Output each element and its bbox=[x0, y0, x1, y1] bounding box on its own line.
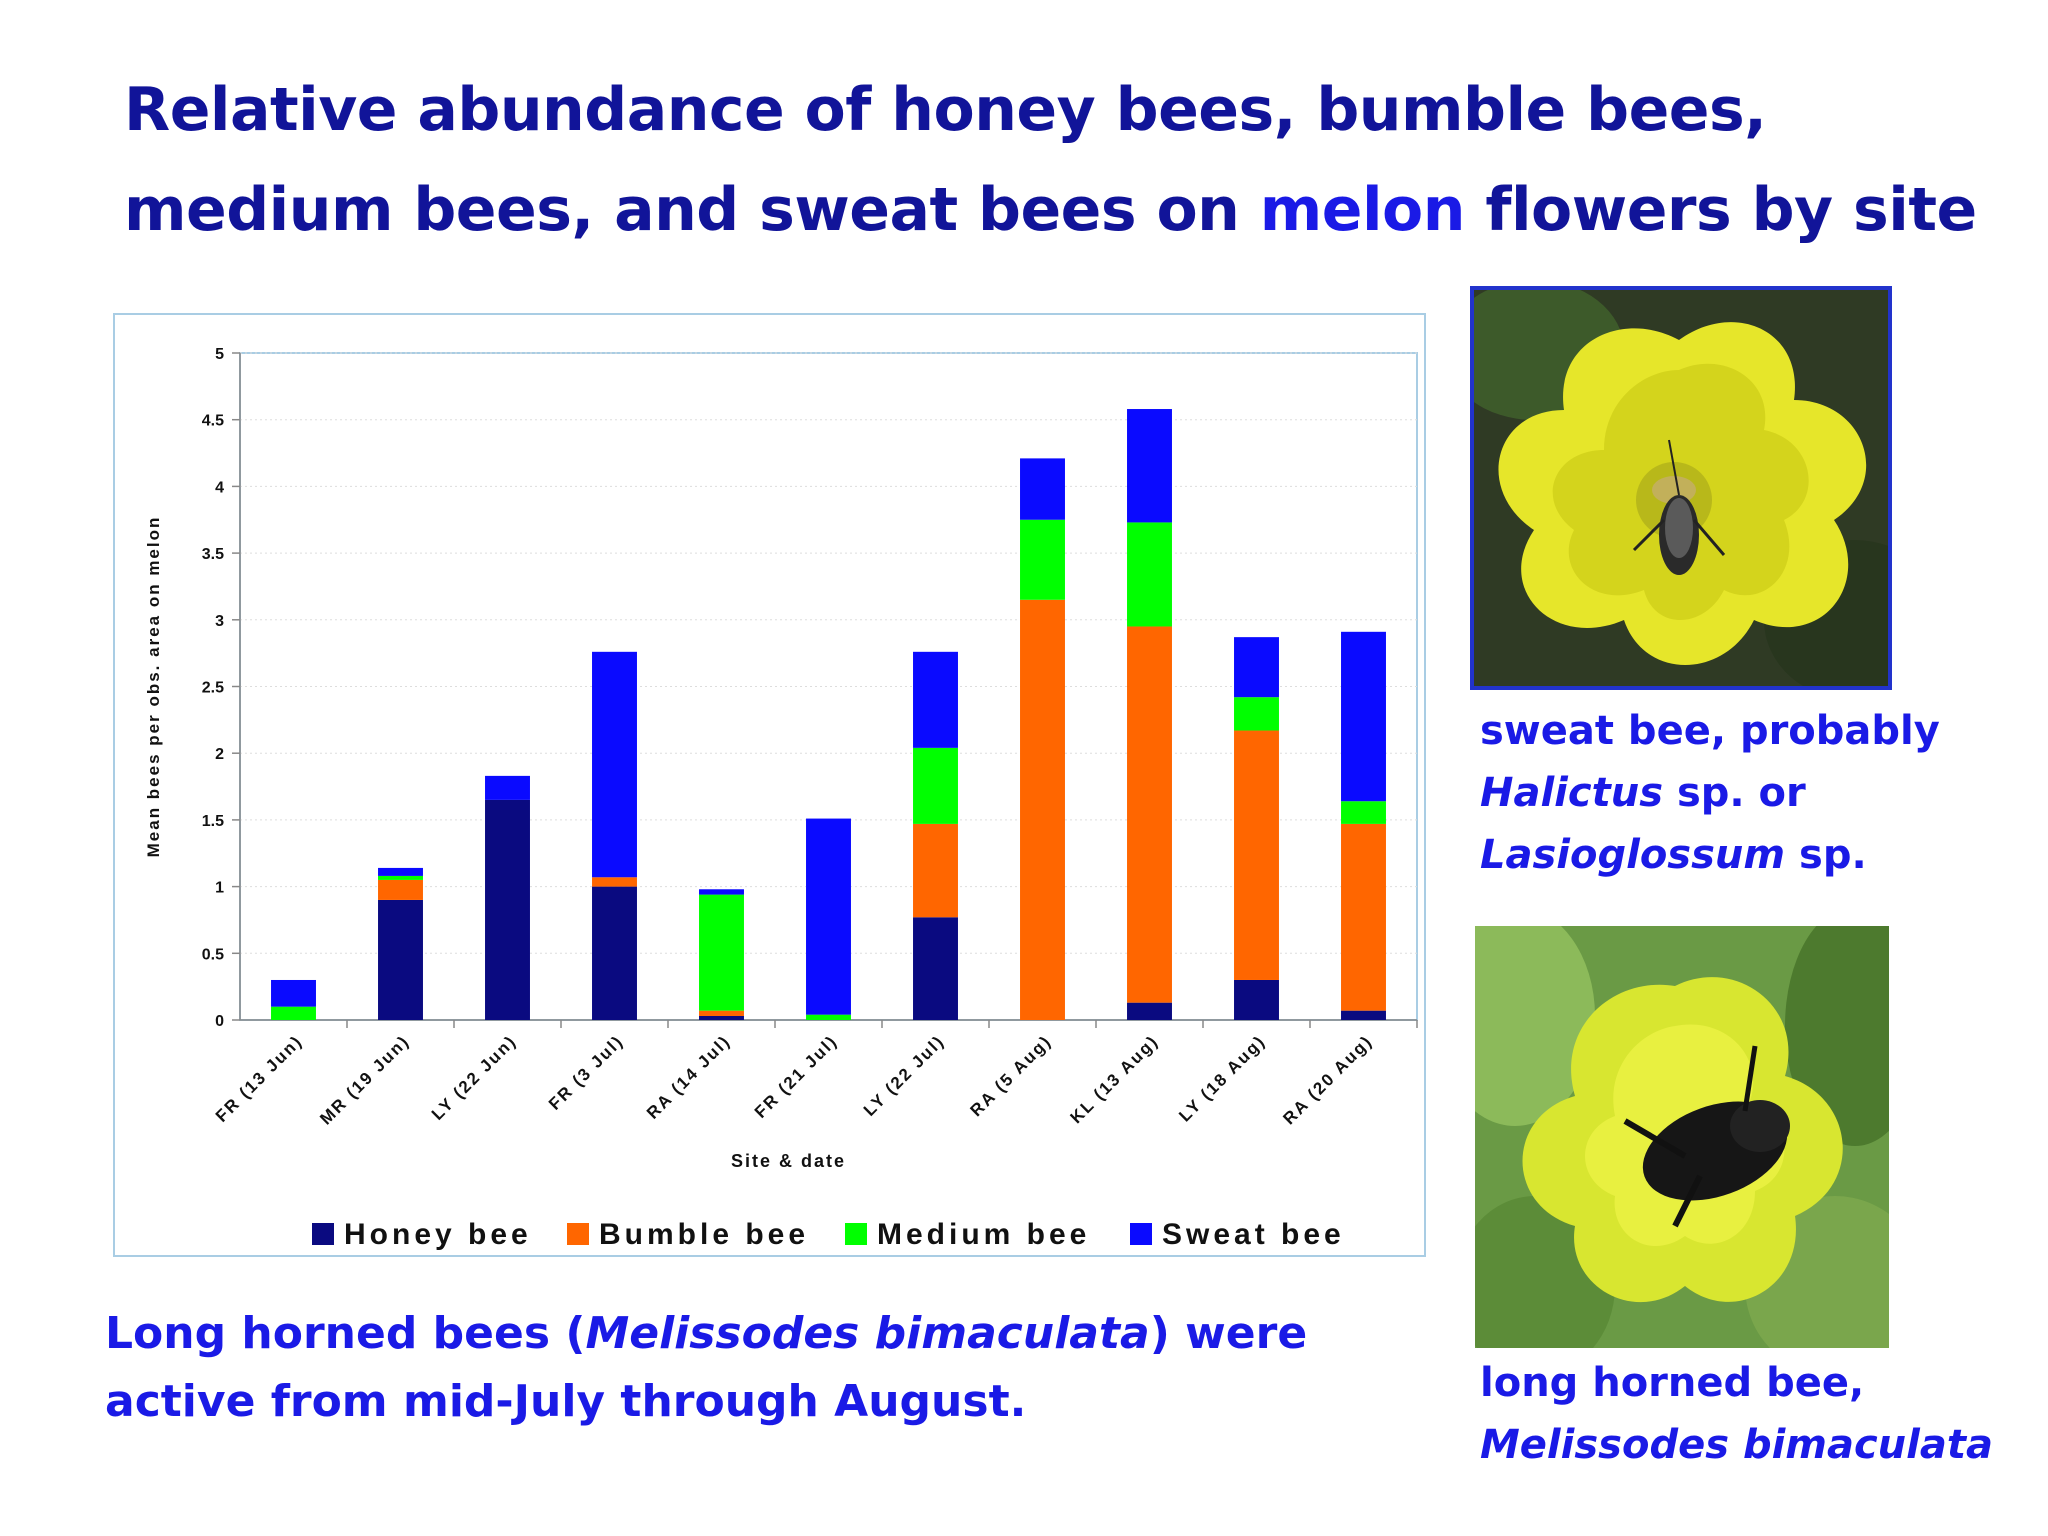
bar-segment bbox=[1341, 1010, 1386, 1020]
halictus-name: Halictus bbox=[1480, 770, 1664, 816]
title-melon-highlight: melon bbox=[1259, 175, 1466, 245]
bar-segment bbox=[592, 651, 637, 878]
legend-swatch bbox=[312, 1223, 334, 1245]
bar-segment bbox=[806, 818, 851, 1015]
long-horned-bee-photo bbox=[1475, 926, 1889, 1348]
bar-segment bbox=[913, 917, 958, 1020]
x-axis-title: Site & date bbox=[731, 1151, 846, 1171]
sweat-caption-line-3: Lasioglossum sp. bbox=[1480, 824, 2000, 886]
chart-frame: 0 0.5 1 1.5 2 2.5 3 3.5 4 4.5 5 FR (13 Jun) MR (19 J… bbox=[113, 313, 1426, 1257]
y-tick-label: 1.5 bbox=[202, 813, 224, 830]
x-tick-label: RA (14 Jul) bbox=[643, 1031, 734, 1122]
bar-segment bbox=[485, 799, 530, 1020]
y-axis-title: Mean bees per obs. area on melon bbox=[144, 516, 163, 858]
legend-swatch bbox=[1130, 1223, 1152, 1245]
bar-segment bbox=[1020, 519, 1065, 600]
bar-segment bbox=[1127, 1002, 1172, 1020]
bar-segment bbox=[1020, 599, 1065, 1020]
y-tick-label: 4.5 bbox=[202, 413, 224, 430]
title-line-2-end: flowers by site bbox=[1465, 175, 1977, 245]
bar-segment bbox=[913, 823, 958, 918]
bar-segment bbox=[1341, 801, 1386, 824]
sweat-caption-end: sp. bbox=[1785, 832, 1867, 878]
title-line-2-start: medium bees, and sweat bees on bbox=[124, 175, 1260, 245]
bar-segment bbox=[592, 877, 637, 887]
sweat-caption-line-2: Halictus sp. or bbox=[1480, 762, 2000, 824]
bar-segment bbox=[1127, 409, 1172, 523]
bar-segment bbox=[913, 651, 958, 748]
bar-segment bbox=[913, 747, 958, 824]
bar-segment bbox=[271, 979, 316, 1007]
y-tick-label: 4 bbox=[215, 479, 224, 496]
bar-segment bbox=[1234, 637, 1279, 698]
x-tick-label: FR (3 Jul) bbox=[545, 1031, 627, 1113]
bottom-caption: Long horned bees (Melissodes bimaculata)… bbox=[105, 1300, 1425, 1436]
y-tick-label: 3 bbox=[215, 613, 224, 630]
x-tick-label: RA (20 Aug) bbox=[1279, 1031, 1376, 1128]
stacked-bar-chart: 0 0.5 1 1.5 2 2.5 3 3.5 4 4.5 5 FR (13 Jun) MR (19 J… bbox=[144, 346, 1418, 1251]
bar-segment bbox=[1127, 522, 1172, 627]
bar-segment bbox=[699, 894, 744, 1011]
sweat-caption-line-1: sweat bee, probably bbox=[1480, 708, 1940, 754]
bar-segment bbox=[1341, 631, 1386, 802]
legend-label: Bumble bee bbox=[599, 1218, 809, 1251]
sweat-bee-caption: sweat bee, probably Halictus sp. or Lasi… bbox=[1480, 700, 2000, 886]
bar-segment bbox=[699, 889, 744, 895]
y-tick-label: 1 bbox=[215, 880, 224, 897]
bar-segment bbox=[1234, 697, 1279, 731]
legend-label: Medium bee bbox=[877, 1218, 1090, 1251]
slide-title: Relative abundance of honey bees, bumble… bbox=[124, 60, 2004, 260]
title-line-1: Relative abundance of honey bees, bumble… bbox=[124, 75, 1767, 145]
bottom-caption-species: Melissodes bimaculata bbox=[585, 1308, 1150, 1359]
y-tick-label: 3.5 bbox=[202, 546, 224, 563]
legend-swatch bbox=[567, 1223, 589, 1245]
x-tick-label: RA (5 Aug) bbox=[967, 1031, 1056, 1120]
y-tick-label: 0 bbox=[215, 1013, 224, 1030]
x-tick-label: MR (19 Jun) bbox=[316, 1031, 413, 1128]
bar-segment bbox=[378, 879, 423, 900]
sweat-bee-photo bbox=[1470, 286, 1892, 690]
y-tick-label: 2 bbox=[215, 746, 224, 763]
sweat-caption-mid: sp. or bbox=[1663, 770, 1806, 816]
title-line-2: medium bees, and sweat bees on melon flo… bbox=[124, 160, 2004, 260]
long-horned-bee-caption: long horned bee, Melissodes bimaculata bbox=[1480, 1352, 2040, 1476]
bottom-caption-start: Long horned bees ( bbox=[105, 1308, 586, 1359]
legend-swatch bbox=[845, 1223, 867, 1245]
bar-segment bbox=[271, 1006, 316, 1020]
bar-segment bbox=[485, 775, 530, 800]
x-tick-label: LY (18 Aug) bbox=[1175, 1031, 1269, 1125]
bar-segment bbox=[1341, 823, 1386, 1011]
bar-segment bbox=[378, 899, 423, 1020]
x-tick-label: LY (22 Jun) bbox=[428, 1031, 520, 1123]
legend-label: Sweat bee bbox=[1162, 1218, 1345, 1251]
y-tick-label: 5 bbox=[215, 346, 224, 363]
lasioglossum-name: Lasioglossum bbox=[1480, 832, 1786, 878]
x-tick-label: FR (21 Jul) bbox=[751, 1031, 841, 1121]
x-tick-label: LY (22 Jul) bbox=[860, 1031, 948, 1119]
bar-segment bbox=[1020, 458, 1065, 520]
bar-segment bbox=[699, 1010, 744, 1016]
bar-segment bbox=[378, 875, 423, 880]
bar-segment bbox=[1234, 979, 1279, 1020]
melissodes-name: Melissodes bimaculata bbox=[1480, 1422, 1993, 1468]
y-tick-label: 0.5 bbox=[202, 946, 224, 963]
x-tick-label: FR (13 Jun) bbox=[212, 1031, 306, 1125]
bar-segment bbox=[1127, 626, 1172, 1003]
bar-segment bbox=[592, 886, 637, 1020]
bar-segment bbox=[1234, 730, 1279, 980]
legend-label: Honey bee bbox=[344, 1218, 532, 1251]
long-caption-line-1: long horned bee, bbox=[1480, 1360, 1865, 1406]
x-tick-label: KL (13 Aug) bbox=[1067, 1031, 1163, 1127]
bar-segment bbox=[378, 867, 423, 876]
bar-segment bbox=[699, 1015, 744, 1020]
bottom-caption-end: ) were active from mid-July through Augu… bbox=[105, 1308, 1308, 1427]
y-tick-label: 2.5 bbox=[202, 680, 224, 697]
bar-segment bbox=[806, 1014, 851, 1020]
